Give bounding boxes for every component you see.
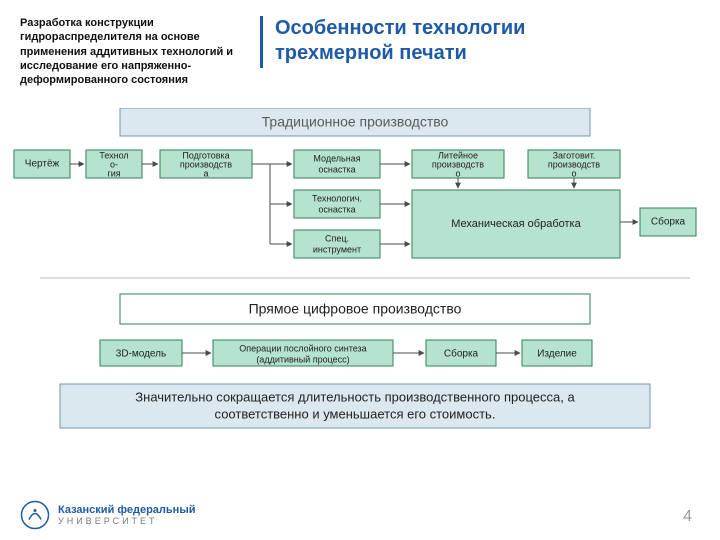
node-technology: Технол о- гия (86, 150, 142, 178)
uni-line2: УНИВЕРСИТЕТ (58, 516, 195, 526)
svg-text:Чертёж: Чертёж (25, 159, 60, 170)
title-line2: трехмерной печати (275, 41, 525, 66)
node-tech-tooling: Технологич. оснастка (294, 190, 380, 218)
svg-text:Технологич.: Технологич. (312, 193, 362, 203)
svg-text:Сборка: Сборка (651, 216, 686, 228)
svg-text:оснастка: оснастка (318, 204, 355, 214)
node-assembly-digital: Сборка (426, 340, 496, 366)
node-assembly-trad: Сборка (640, 208, 696, 236)
node-spec-tool: Спец. инструмент (294, 230, 380, 258)
node-prep: Подготовка производств а (160, 150, 252, 178)
node-3d-model: 3D-модель (100, 340, 182, 366)
banner-digital-label: Прямое цифровое производство (249, 301, 462, 317)
university-logo-icon (20, 500, 50, 530)
svg-text:3D-модель: 3D-модель (116, 349, 166, 360)
svg-text:оснастка: оснастка (318, 164, 355, 174)
svg-text:инструмент: инструмент (313, 244, 361, 254)
svg-text:Операции послойного синтеза: Операции послойного синтеза (239, 343, 366, 353)
svg-text:Механическая обработка: Механическая обработка (451, 218, 581, 230)
page-number: 4 (683, 508, 692, 526)
diagram: Традиционное производство Чертёж Технол … (0, 108, 720, 478)
node-blank: Заготовит. производств о (528, 150, 620, 178)
svg-text:Сборка: Сборка (444, 348, 479, 360)
node-additive-ops: Операции послойного синтеза (аддитивный … (213, 340, 393, 366)
node-product: Изделие (522, 340, 592, 366)
conclusion-l1: Значительно сокращается длительность про… (135, 389, 575, 404)
svg-text:гия: гия (107, 168, 120, 178)
header: Разработка конструкции гидрораспределите… (0, 0, 720, 87)
svg-text:о: о (455, 168, 460, 178)
title-line1: Особенности технологии (275, 16, 525, 41)
svg-text:Спец.: Спец. (325, 233, 349, 243)
svg-text:Модельная: Модельная (313, 153, 360, 163)
subtitle: Разработка конструкции гидрораспределите… (20, 16, 260, 87)
node-machining: Механическая обработка (412, 190, 620, 258)
svg-text:а: а (203, 168, 208, 178)
conclusion-l2: соответственно и уменьшается его стоимос… (215, 406, 496, 421)
main-title: Особенности технологии трехмерной печати (275, 16, 525, 87)
svg-text:о: о (571, 168, 576, 178)
university-name: Казанский федеральный УНИВЕРСИТЕТ (58, 504, 195, 527)
node-model-tooling: Модельная оснастка (294, 150, 380, 178)
node-drawing: Чертёж (14, 150, 70, 178)
node-casting: Литейное производств о (412, 150, 504, 178)
footer: Казанский федеральный УНИВЕРСИТЕТ (20, 500, 195, 530)
svg-text:Изделие: Изделие (537, 349, 577, 360)
svg-text:(аддитивный процесс): (аддитивный процесс) (256, 354, 349, 364)
title-divider (260, 16, 263, 68)
banner-traditional-label: Традиционное производство (262, 114, 449, 130)
uni-line1: Казанский федеральный (58, 504, 195, 517)
